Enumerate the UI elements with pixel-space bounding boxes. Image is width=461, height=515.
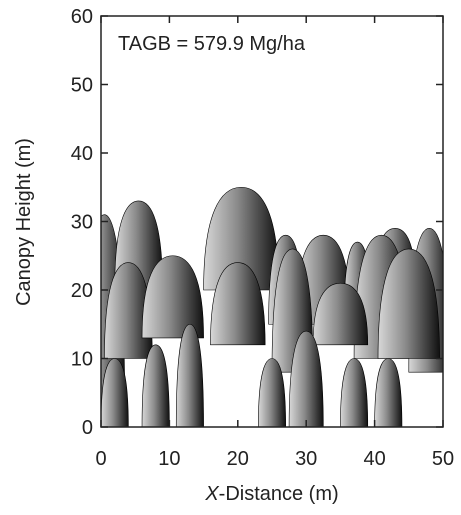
tree-crown bbox=[210, 262, 266, 346]
tree-crown bbox=[288, 330, 324, 427]
tree-crown bbox=[312, 282, 369, 346]
annotation: TAGB = 579.9 Mg/ha bbox=[118, 33, 306, 55]
x-tick-label: 10 bbox=[158, 448, 180, 470]
tree-crown bbox=[258, 358, 286, 427]
y-tick-label: 40 bbox=[71, 143, 93, 165]
y-tick-label: 20 bbox=[71, 280, 93, 302]
x-tick-label: 0 bbox=[95, 448, 106, 470]
y-tick-label: 0 bbox=[82, 417, 93, 439]
tree-crown bbox=[377, 248, 440, 359]
x-tick-label: 30 bbox=[295, 448, 317, 470]
tree-crown bbox=[175, 323, 204, 427]
y-tick-label: 60 bbox=[71, 6, 93, 28]
tree-crown bbox=[340, 358, 369, 427]
x-axis-label: X-Distance (m) bbox=[204, 483, 338, 505]
x-axis-label-rest: -Distance (m) bbox=[219, 483, 339, 505]
canopy bbox=[101, 186, 443, 427]
y-tick-label: 10 bbox=[71, 349, 93, 371]
x-axis-label-italic: X bbox=[204, 483, 219, 505]
tree-crown bbox=[141, 344, 170, 427]
x-tick-label: 50 bbox=[432, 448, 454, 470]
y-tick-label: 30 bbox=[71, 212, 93, 234]
tree-crown bbox=[203, 186, 280, 291]
y-axis-label: Canopy Height (m) bbox=[13, 138, 35, 306]
tree-crown bbox=[374, 358, 403, 427]
y-tick-label: 50 bbox=[71, 75, 93, 97]
x-tick-label: 40 bbox=[363, 448, 385, 470]
tree-crown bbox=[101, 358, 129, 427]
tree-crown bbox=[141, 255, 204, 339]
x-tick-label: 20 bbox=[227, 448, 249, 470]
